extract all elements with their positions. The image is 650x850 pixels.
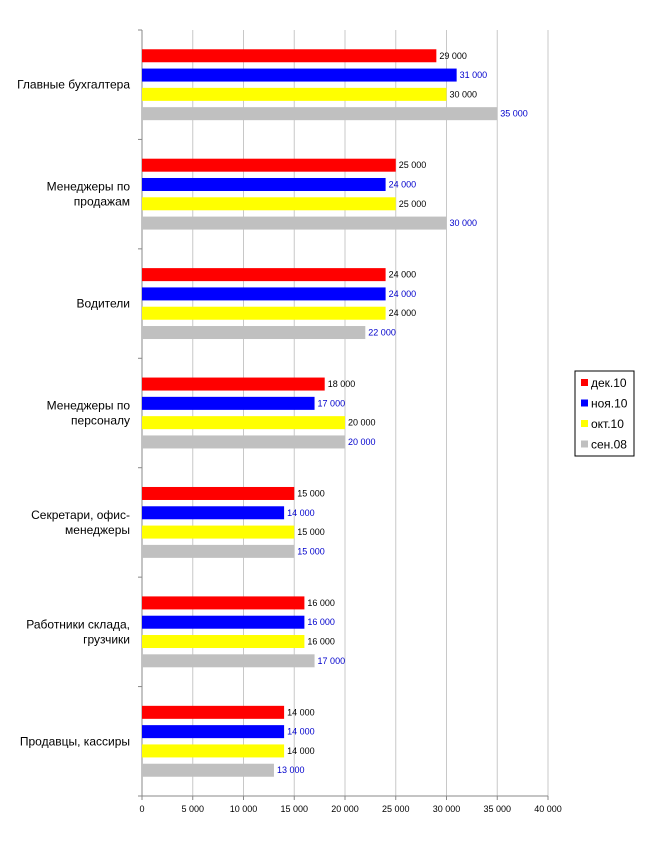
x-tick-label: 10 000 bbox=[230, 804, 258, 814]
x-tick-label: 35 000 bbox=[483, 804, 511, 814]
bar bbox=[142, 486, 295, 500]
bar bbox=[142, 416, 345, 430]
category-label: Менеджеры по продажам bbox=[47, 180, 131, 209]
category-label: Работники склада, грузчики bbox=[26, 617, 130, 646]
category-label: Секретари, офис-менеджеры bbox=[31, 508, 130, 537]
bar bbox=[142, 306, 386, 320]
data-label: 18 000 bbox=[328, 379, 356, 389]
bar bbox=[142, 287, 386, 301]
bar bbox=[142, 377, 325, 391]
legend-swatch bbox=[581, 379, 588, 386]
legend-label: сен.08 bbox=[591, 438, 627, 452]
data-label: 16 000 bbox=[307, 598, 335, 608]
bar bbox=[142, 49, 437, 63]
category-label: Главные бухгалтера bbox=[17, 78, 130, 92]
category-label: Водители bbox=[77, 297, 130, 311]
bar bbox=[142, 506, 285, 520]
bar bbox=[142, 68, 457, 82]
data-label: 14 000 bbox=[287, 508, 315, 518]
bar bbox=[142, 268, 386, 282]
bar bbox=[142, 763, 274, 777]
category-label: Продавцы, кассиры bbox=[20, 734, 130, 748]
data-label: 14 000 bbox=[287, 746, 315, 756]
data-label: 17 000 bbox=[318, 656, 346, 666]
bar bbox=[142, 635, 305, 649]
x-tick-label: 40 000 bbox=[534, 804, 562, 814]
data-label: 25 000 bbox=[399, 199, 427, 209]
data-label: 22 000 bbox=[368, 328, 396, 338]
bar bbox=[142, 216, 447, 230]
data-label: 20 000 bbox=[348, 418, 376, 428]
x-tick-label: 20 000 bbox=[331, 804, 359, 814]
data-label: 29 000 bbox=[439, 51, 467, 61]
legend-label: ноя.10 bbox=[591, 397, 628, 411]
data-label: 16 000 bbox=[307, 637, 335, 647]
data-label: 17 000 bbox=[318, 398, 346, 408]
bar bbox=[142, 158, 396, 172]
data-label: 24 000 bbox=[389, 308, 417, 318]
legend-swatch bbox=[581, 440, 588, 448]
x-tick-label: 25 000 bbox=[382, 804, 410, 814]
legend-label: дек.10 bbox=[591, 376, 627, 390]
data-label: 24 000 bbox=[389, 289, 417, 299]
data-label: 15 000 bbox=[297, 546, 325, 556]
bar bbox=[142, 544, 295, 558]
bar bbox=[142, 87, 447, 101]
bar bbox=[142, 435, 345, 449]
bar bbox=[142, 177, 386, 191]
data-label: 30 000 bbox=[450, 89, 478, 99]
legend-swatch bbox=[581, 420, 588, 427]
bar bbox=[142, 596, 305, 610]
data-label: 31 000 bbox=[460, 70, 488, 80]
bar bbox=[142, 326, 366, 340]
data-label: 20 000 bbox=[348, 437, 376, 447]
x-tick-label: 5 000 bbox=[181, 804, 204, 814]
data-label: 15 000 bbox=[297, 527, 325, 537]
legend-label: окт.10 bbox=[591, 417, 624, 431]
x-tick-label: 30 000 bbox=[433, 804, 461, 814]
bar bbox=[142, 725, 285, 739]
bar bbox=[142, 654, 315, 668]
x-tick-label: 0 bbox=[139, 804, 144, 814]
data-label: 24 000 bbox=[389, 179, 417, 189]
data-label: 14 000 bbox=[287, 707, 315, 717]
bar bbox=[142, 615, 305, 629]
data-label: 14 000 bbox=[287, 727, 315, 737]
category-label: Менеджеры по персоналу bbox=[47, 399, 131, 428]
data-label: 25 000 bbox=[399, 160, 427, 170]
bar bbox=[142, 107, 498, 121]
legend-swatch bbox=[581, 399, 588, 407]
bar bbox=[142, 396, 315, 410]
data-label: 35 000 bbox=[500, 109, 528, 119]
bar bbox=[142, 197, 396, 211]
data-label: 15 000 bbox=[297, 488, 325, 498]
bar bbox=[142, 525, 295, 539]
data-label: 30 000 bbox=[450, 218, 478, 228]
data-label: 16 000 bbox=[307, 617, 335, 627]
bar bbox=[142, 705, 285, 719]
bar bbox=[142, 744, 285, 758]
x-tick-label: 15 000 bbox=[280, 804, 308, 814]
data-label: 13 000 bbox=[277, 765, 305, 775]
data-label: 24 000 bbox=[389, 270, 417, 280]
